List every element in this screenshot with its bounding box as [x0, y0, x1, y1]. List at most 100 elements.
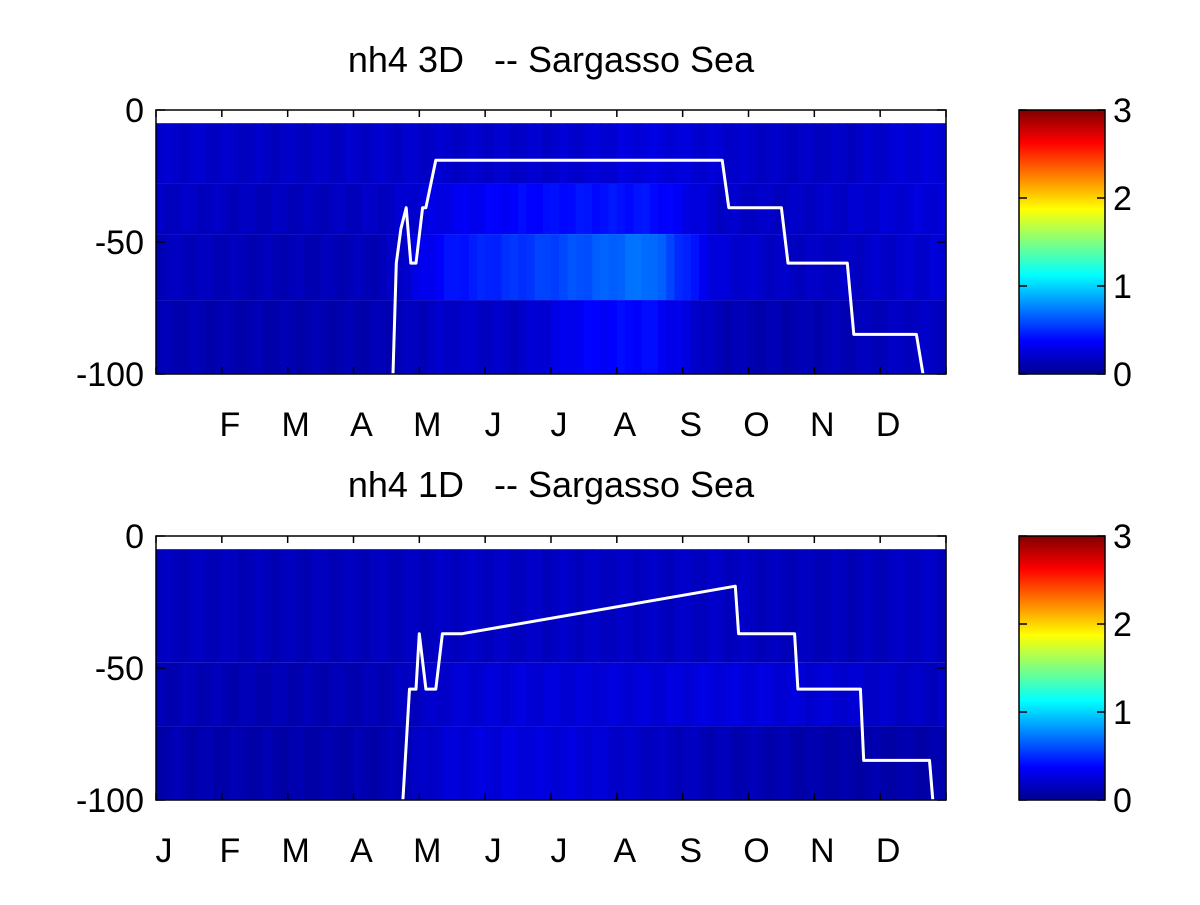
heatmap-cell — [337, 183, 346, 235]
heatmap-cell — [756, 549, 766, 663]
heatmap-cell — [254, 726, 264, 800]
panel-bottom-colorbar — [1018, 535, 1106, 801]
heatmap-cell — [197, 234, 206, 301]
heatmap-cell — [633, 234, 643, 301]
heatmap-cell — [806, 123, 815, 184]
heatmap-cell — [789, 123, 799, 184]
heatmap-cell — [369, 234, 379, 301]
heatmap-cell — [888, 549, 898, 663]
heatmap-cell — [172, 234, 182, 301]
colorbar-tick-label: 2 — [1113, 606, 1132, 644]
heatmap-cell — [460, 662, 470, 727]
heatmap-cell — [666, 183, 676, 235]
heatmap-cell — [180, 549, 190, 663]
heatmap-cell — [880, 123, 889, 184]
heatmap-cell — [847, 123, 857, 184]
heatmap-cell — [567, 234, 577, 301]
colorbar-tick-label: 3 — [1113, 92, 1132, 130]
heatmap-cell — [674, 234, 684, 301]
x-tick-label: A — [613, 406, 636, 444]
heatmap-cell — [172, 300, 182, 374]
heatmap-cell — [262, 726, 272, 800]
heatmap-cell — [295, 726, 305, 800]
heatmap-cell — [616, 662, 626, 727]
heatmap-cell — [551, 183, 560, 235]
heatmap-cell — [756, 662, 766, 727]
heatmap-cell — [847, 726, 857, 800]
heatmap-cell — [427, 726, 437, 800]
y-tick-label: -50 — [95, 224, 144, 262]
heatmap-cell — [164, 662, 174, 727]
heatmap-cell — [304, 549, 313, 663]
heatmap-cell — [699, 300, 708, 374]
heatmap-cell — [822, 726, 832, 800]
heatmap-cell — [304, 234, 313, 301]
heatmap-cell — [271, 549, 281, 663]
heatmap-cell — [559, 234, 569, 301]
y-tick-label: -100 — [76, 782, 144, 820]
heatmap-cell — [551, 123, 560, 184]
heatmap-cell — [707, 123, 717, 184]
heatmap-cell — [518, 183, 527, 235]
heatmap-cell — [213, 183, 223, 235]
heatmap-cell — [221, 123, 231, 184]
heatmap-cell — [657, 234, 667, 301]
heatmap-cell — [271, 183, 281, 235]
heatmap-cell — [501, 726, 511, 800]
heatmap-cell — [625, 300, 634, 374]
heatmap-cell — [600, 123, 610, 184]
heatmap-cell — [633, 300, 643, 374]
heatmap-cell — [748, 300, 758, 374]
heatmap-cell — [830, 234, 840, 301]
heatmap-cell — [583, 549, 593, 663]
heatmap-cell — [271, 300, 281, 374]
heatmap-cell — [444, 549, 453, 663]
heatmap-cell — [485, 123, 494, 184]
heatmap-cell — [394, 662, 404, 727]
heatmap-cell — [427, 123, 437, 184]
heatmap-cell — [287, 726, 297, 800]
heatmap-cell — [583, 123, 593, 184]
heatmap-cell — [411, 662, 420, 727]
heatmap-cell — [806, 300, 815, 374]
heatmap-cell — [674, 123, 684, 184]
heatmap-cell — [386, 183, 396, 235]
heatmap-cell — [172, 549, 182, 663]
heatmap-cell — [937, 123, 947, 184]
heatmap-cell — [904, 123, 914, 184]
heatmap-cell — [649, 300, 659, 374]
heatmap-cell — [460, 123, 470, 184]
heatmap-cell — [666, 549, 676, 663]
heatmap-cell — [715, 123, 725, 184]
heatmap-cell — [164, 234, 174, 301]
heatmap-cell — [814, 183, 824, 235]
heatmap-cell — [526, 549, 536, 663]
heatmap-cell — [830, 300, 840, 374]
heatmap-cell — [929, 662, 939, 727]
heatmap-cell — [781, 549, 791, 663]
heatmap-cell — [197, 123, 206, 184]
heatmap-cell — [830, 726, 840, 800]
heatmap-cell — [476, 549, 486, 663]
heatmap-cell — [534, 549, 544, 663]
heatmap-cell — [888, 300, 898, 374]
heatmap-cell — [197, 549, 206, 663]
heatmap-cell — [888, 183, 898, 235]
heatmap-cell — [608, 183, 618, 235]
heatmap-cell — [238, 300, 248, 374]
heatmap-cell — [369, 123, 379, 184]
heatmap-cell — [254, 300, 264, 374]
heatmap-cell — [830, 123, 840, 184]
heatmap-cell — [394, 123, 404, 184]
heatmap-cell — [172, 123, 182, 184]
heatmap-cell — [542, 183, 552, 235]
heatmap-cell — [921, 183, 931, 235]
heatmap-cell — [814, 300, 824, 374]
heatmap-cell — [625, 662, 634, 727]
heatmap-cell — [304, 300, 313, 374]
heatmap-cell — [904, 549, 914, 663]
heatmap-cell — [904, 662, 914, 727]
x-tick-label: O — [743, 832, 769, 870]
heatmap-cell — [361, 726, 371, 800]
